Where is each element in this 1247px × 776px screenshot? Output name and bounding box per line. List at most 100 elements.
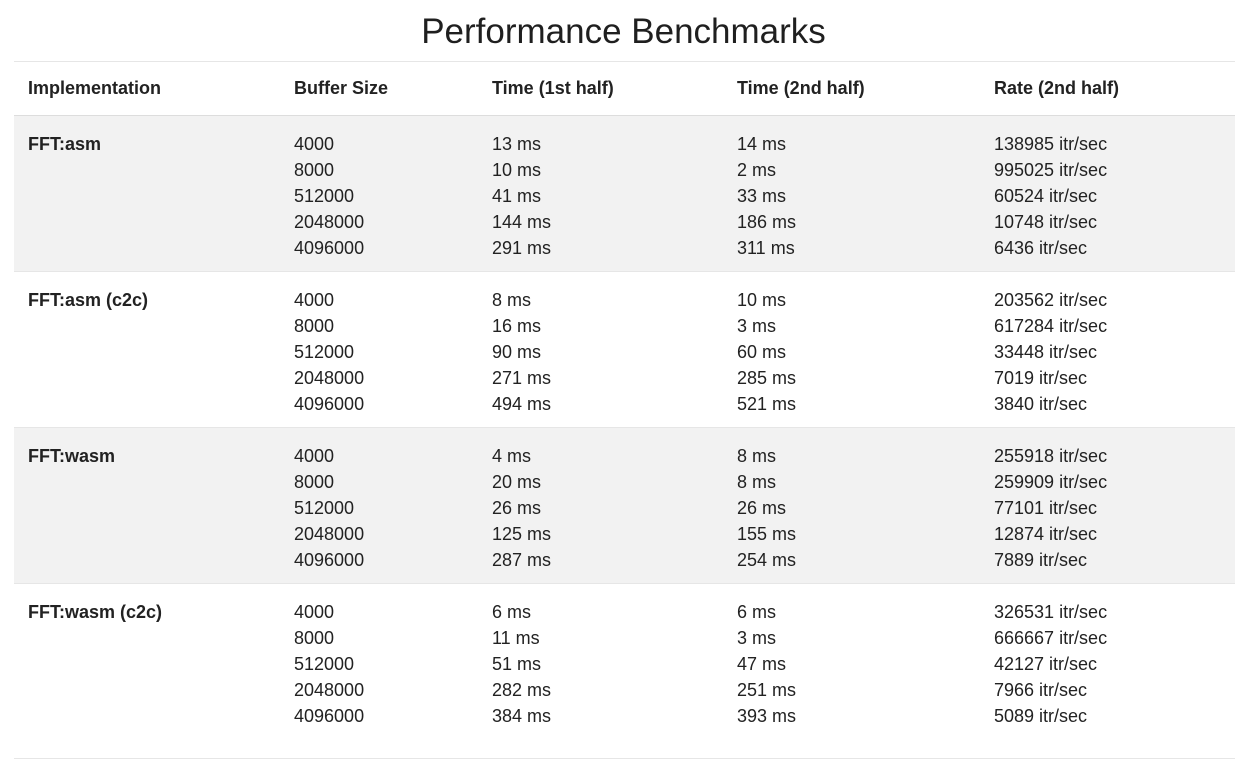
time-2nd-value: 33 ms xyxy=(737,186,787,206)
time-2nd-value: 3 ms xyxy=(737,316,777,336)
rate-2nd-cell: 326531 itr/sec 666667 itr/sec 42127 itr/… xyxy=(994,584,1235,758)
time-1st-value: 125 ms xyxy=(492,524,552,544)
time-2nd-value: 8 ms xyxy=(737,472,777,492)
time-1st-value: 26 ms xyxy=(492,498,542,518)
time-2nd-cell: 6 ms 3 ms 47 ms 251 ms 393 ms xyxy=(737,584,994,758)
time-1st-value: 10 ms xyxy=(492,160,542,180)
time-2nd-value: 254 ms xyxy=(737,550,797,570)
header-implementation: Implementation xyxy=(28,78,162,98)
buffer-size-value: 2048000 xyxy=(294,212,365,232)
header-buffer-size: Buffer Size xyxy=(294,78,389,98)
rate-2nd-cell: 138985 itr/sec 995025 itr/sec 60524 itr/… xyxy=(994,116,1235,271)
benchmark-table: Implementation Buffer Size Time (1st hal… xyxy=(14,61,1235,759)
rate-2nd-value: 77101 itr/sec xyxy=(994,498,1098,518)
time-2nd-value: 47 ms xyxy=(737,654,787,674)
rate-2nd-value: 10748 itr/sec xyxy=(994,212,1098,232)
buffer-size-value: 2048000 xyxy=(294,524,365,544)
rate-2nd-value: 255918 itr/sec xyxy=(994,446,1108,466)
buffer-size-value: 512000 xyxy=(294,186,355,206)
time-2nd-value: 186 ms xyxy=(737,212,797,232)
buffer-size-cell: 4000 8000 512000 2048000 4096000 xyxy=(294,116,492,271)
time-2nd-cell: 8 ms 8 ms 26 ms 155 ms 254 ms xyxy=(737,428,994,583)
rate-2nd-value: 5089 itr/sec xyxy=(994,706,1088,726)
implementation-name: FFT:asm xyxy=(28,134,102,154)
rate-2nd-cell: 203562 itr/sec 617284 itr/sec 33448 itr/… xyxy=(994,272,1235,427)
rate-2nd-value: 617284 itr/sec xyxy=(994,316,1108,336)
buffer-size-value: 4096000 xyxy=(294,238,365,258)
time-1st-value: 282 ms xyxy=(492,680,552,700)
time-1st-cell: 4 ms 20 ms 26 ms 125 ms 287 ms xyxy=(492,428,737,583)
time-2nd-value: 26 ms xyxy=(737,498,787,518)
time-2nd-value: 155 ms xyxy=(737,524,797,544)
buffer-size-value: 4000 xyxy=(294,134,335,154)
table-row-group: FFT:asm 4000 8000 512000 2048000 4096000… xyxy=(14,116,1235,272)
time-1st-cell: 6 ms 11 ms 51 ms 282 ms 384 ms xyxy=(492,584,737,758)
rate-2nd-cell: 255918 itr/sec 259909 itr/sec 77101 itr/… xyxy=(994,428,1235,583)
buffer-size-value: 512000 xyxy=(294,342,355,362)
implementation-name: FFT:asm (c2c) xyxy=(28,290,149,310)
implementation-name: FFT:wasm (c2c) xyxy=(28,602,163,622)
buffer-size-value: 512000 xyxy=(294,654,355,674)
buffer-size-value: 8000 xyxy=(294,316,335,336)
time-1st-value: 384 ms xyxy=(492,706,552,726)
table-row-group: FFT:wasm 4000 8000 512000 2048000 409600… xyxy=(14,428,1235,584)
time-2nd-value: 8 ms xyxy=(737,446,777,466)
buffer-size-value: 4000 xyxy=(294,446,335,466)
buffer-size-value: 4096000 xyxy=(294,706,365,726)
rate-2nd-value: 7966 itr/sec xyxy=(994,680,1088,700)
time-1st-value: 144 ms xyxy=(492,212,552,232)
buffer-size-value: 2048000 xyxy=(294,368,365,388)
rate-2nd-value: 666667 itr/sec xyxy=(994,628,1108,648)
rate-2nd-value: 3840 itr/sec xyxy=(994,394,1088,414)
time-2nd-value: 311 ms xyxy=(737,238,795,258)
time-2nd-value: 3 ms xyxy=(737,628,777,648)
time-1st-value: 41 ms xyxy=(492,186,542,206)
header-rate-2nd-half: Rate (2nd half) xyxy=(994,78,1120,98)
rate-2nd-value: 259909 itr/sec xyxy=(994,472,1108,492)
time-1st-value: 16 ms xyxy=(492,316,542,336)
buffer-size-value: 4000 xyxy=(294,290,335,310)
time-2nd-value: 10 ms xyxy=(737,290,787,310)
rate-2nd-value: 42127 itr/sec xyxy=(994,654,1098,674)
buffer-size-cell: 4000 8000 512000 2048000 4096000 xyxy=(294,584,492,758)
rate-2nd-value: 203562 itr/sec xyxy=(994,290,1108,310)
time-2nd-value: 393 ms xyxy=(737,706,797,726)
buffer-size-value: 4096000 xyxy=(294,394,365,414)
rate-2nd-value: 995025 itr/sec xyxy=(994,160,1108,180)
time-1st-value: 291 ms xyxy=(492,238,552,258)
implementation-name: FFT:wasm xyxy=(28,446,116,466)
time-1st-value: 90 ms xyxy=(492,342,542,362)
time-1st-value: 271 ms xyxy=(492,368,552,388)
time-2nd-value: 521 ms xyxy=(737,394,797,414)
rate-2nd-value: 60524 itr/sec xyxy=(994,186,1098,206)
buffer-size-cell: 4000 8000 512000 2048000 4096000 xyxy=(294,428,492,583)
buffer-size-value: 4096000 xyxy=(294,550,365,570)
buffer-size-value: 8000 xyxy=(294,160,335,180)
time-1st-value: 494 ms xyxy=(492,394,552,414)
header-time-2nd-half: Time (2nd half) xyxy=(737,78,865,98)
time-1st-value: 4 ms xyxy=(492,446,532,466)
buffer-size-value: 8000 xyxy=(294,472,335,492)
table-row-group: FFT:wasm (c2c) 4000 8000 512000 2048000 … xyxy=(14,584,1235,759)
time-2nd-value: 251 ms xyxy=(737,680,797,700)
rate-2nd-value: 138985 itr/sec xyxy=(994,134,1108,154)
header-time-1st-half: Time (1st half) xyxy=(492,78,614,98)
time-2nd-value: 2 ms xyxy=(737,160,777,180)
page-title: Performance Benchmarks xyxy=(421,12,826,51)
buffer-size-value: 2048000 xyxy=(294,680,365,700)
time-1st-value: 11 ms xyxy=(492,628,540,648)
rate-2nd-value: 326531 itr/sec xyxy=(994,602,1108,622)
time-1st-value: 51 ms xyxy=(492,654,542,674)
rate-2nd-value: 6436 itr/sec xyxy=(994,238,1088,258)
time-1st-value: 8 ms xyxy=(492,290,532,310)
time-2nd-value: 60 ms xyxy=(737,342,787,362)
time-2nd-value: 14 ms xyxy=(737,134,787,154)
table-header-row: Implementation Buffer Size Time (1st hal… xyxy=(14,62,1235,116)
time-1st-value: 13 ms xyxy=(492,134,542,154)
time-1st-value: 20 ms xyxy=(492,472,542,492)
time-2nd-cell: 14 ms 2 ms 33 ms 186 ms 311 ms xyxy=(737,116,994,271)
time-1st-cell: 13 ms 10 ms 41 ms 144 ms 291 ms xyxy=(492,116,737,271)
rate-2nd-value: 12874 itr/sec xyxy=(994,524,1098,544)
time-1st-value: 6 ms xyxy=(492,602,532,622)
buffer-size-value: 8000 xyxy=(294,628,335,648)
